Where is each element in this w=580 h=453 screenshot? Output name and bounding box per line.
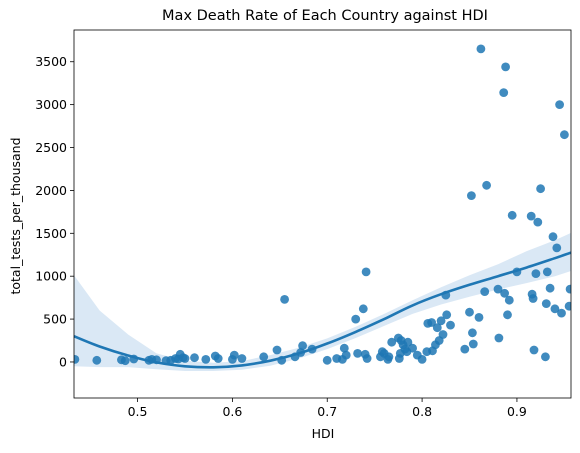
- data-point: [201, 355, 211, 364]
- data-point: [499, 88, 509, 97]
- data-point: [298, 341, 307, 351]
- data-point: [272, 345, 282, 355]
- data-point: [557, 308, 566, 318]
- data-point: [442, 310, 452, 320]
- x-axis-title: HDI: [312, 426, 335, 441]
- data-point: [339, 343, 349, 353]
- data-point: [474, 313, 484, 322]
- regression-line-layer: [74, 251, 571, 369]
- data-point: [213, 354, 223, 363]
- data-point: [229, 350, 239, 360]
- data-point: [403, 337, 413, 347]
- data-point: [504, 295, 514, 305]
- data-point: [353, 349, 362, 358]
- data-point: [545, 283, 555, 293]
- data-point: [565, 284, 571, 294]
- data-point: [468, 328, 477, 338]
- data-point: [358, 304, 368, 314]
- regression-line: [74, 251, 571, 369]
- x-tick-label: 0.7: [317, 404, 337, 419]
- data-point: [526, 211, 536, 221]
- data-point: [92, 355, 102, 365]
- data-point: [120, 356, 130, 366]
- confidence-band: [74, 232, 571, 371]
- data-point: [550, 304, 560, 314]
- data-point: [564, 301, 571, 311]
- y-tick-label: 2500: [35, 140, 67, 155]
- data-point: [555, 100, 564, 109]
- data-point: [465, 307, 474, 317]
- data-point: [384, 352, 394, 362]
- y-axis-title: total_tests_per_thousand: [8, 137, 23, 294]
- data-point: [408, 343, 417, 353]
- data-point: [417, 355, 427, 364]
- y-axis-ticks: 0 500 1000 1500 2000 2500 3000 3500: [35, 54, 74, 369]
- x-tick-label: 0.6: [222, 404, 242, 419]
- data-point: [541, 299, 551, 308]
- data-point: [529, 345, 539, 355]
- x-axis-ticks: 0.5 0.6 0.7 0.8 0.9: [128, 398, 527, 419]
- confidence-band-layer: [74, 232, 571, 371]
- data-point: [500, 288, 509, 298]
- data-point: [432, 323, 442, 333]
- data-point: [74, 355, 80, 364]
- data-point: [259, 352, 269, 362]
- data-point: [560, 130, 569, 140]
- data-point: [528, 294, 538, 303]
- data-point: [548, 232, 558, 242]
- data-point: [552, 243, 562, 253]
- data-point: [237, 354, 247, 363]
- y-tick-label: 1500: [35, 226, 67, 241]
- y-tick-label: 3500: [35, 54, 67, 69]
- data-point: [438, 330, 448, 339]
- data-point: [361, 267, 371, 277]
- data-point: [493, 284, 503, 294]
- y-tick-label: 1000: [35, 269, 67, 284]
- y-tick-label: 0: [59, 354, 67, 369]
- data-point: [536, 184, 545, 194]
- data-point: [542, 267, 552, 277]
- data-point: [180, 354, 190, 363]
- data-point: [480, 287, 490, 296]
- data-point: [501, 62, 510, 72]
- data-point: [190, 353, 199, 363]
- data-point: [467, 191, 476, 201]
- data-points-layer: [74, 44, 571, 366]
- data-point: [541, 352, 550, 362]
- x-tick-label: 0.5: [128, 404, 148, 419]
- data-point: [436, 316, 446, 326]
- y-tick-label: 500: [43, 312, 67, 327]
- data-point: [476, 44, 486, 54]
- data-point: [322, 355, 332, 365]
- data-point: [468, 339, 478, 349]
- data-point: [351, 314, 361, 324]
- data-point: [507, 210, 517, 220]
- y-tick-label: 3000: [35, 97, 67, 112]
- data-point: [503, 310, 512, 320]
- data-point: [387, 337, 397, 347]
- data-point: [280, 295, 289, 304]
- data-point: [427, 318, 436, 327]
- data-point: [533, 217, 543, 227]
- x-tick-label: 0.9: [507, 404, 527, 419]
- data-point: [362, 354, 372, 363]
- data-point: [341, 350, 351, 360]
- chart-title: Max Death Rate of Each Country against H…: [162, 8, 488, 24]
- data-point: [460, 344, 470, 354]
- data-point: [446, 320, 455, 330]
- plot-frame: [73, 29, 572, 399]
- data-point: [494, 333, 504, 343]
- data-point: [531, 269, 541, 278]
- data-point: [482, 180, 491, 190]
- x-tick-label: 0.8: [412, 404, 432, 419]
- y-tick-label: 2000: [35, 183, 67, 198]
